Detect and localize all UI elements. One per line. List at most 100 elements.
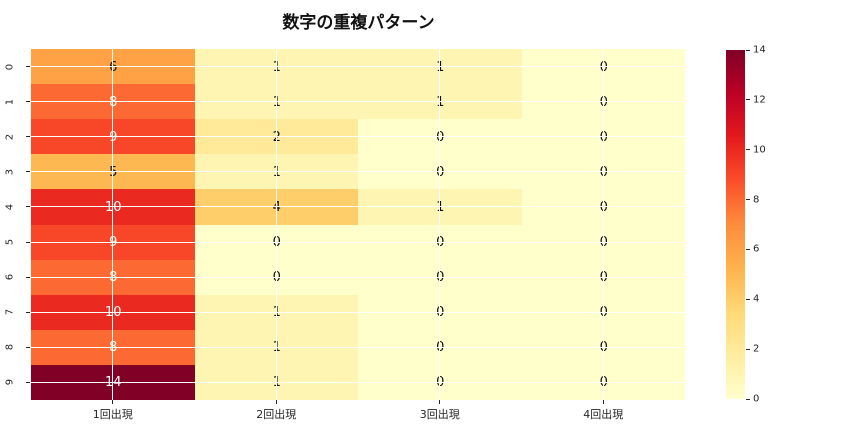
heatmap-cell: 1: [358, 49, 523, 86]
colorbar-tick-mark: [746, 298, 750, 300]
colorbar-gradient: [726, 50, 745, 399]
heatmap-cell: 1: [358, 189, 523, 226]
colorbar-tick-mark: [746, 398, 750, 400]
grid-line-h: [31, 241, 685, 243]
heatmap-cell: 0: [358, 154, 523, 191]
grid-line-h: [31, 136, 685, 138]
x-tick-mark: [439, 400, 441, 404]
y-tick-mark: [26, 171, 30, 173]
grid-line-v: [602, 49, 604, 400]
grid-line-h: [31, 101, 685, 103]
cell-value: 0: [436, 340, 445, 356]
y-tick-mark: [26, 346, 30, 348]
cell-value: 0: [599, 164, 608, 180]
y-tick-mark: [26, 241, 30, 243]
heatmap-cell: 1: [194, 84, 359, 121]
cell-value: 0: [599, 199, 608, 215]
heatmap-cell: 1: [358, 84, 523, 121]
cell-value: 1: [272, 340, 281, 356]
y-tick-label: 4: [4, 203, 16, 211]
grid-line-h: [31, 276, 685, 278]
cell-value: 0: [436, 270, 445, 286]
heatmap-cell: 1: [194, 49, 359, 86]
y-tick-label: 1: [4, 98, 16, 105]
heatmap-plot: 6110811092005100104109000800010100810014…: [31, 49, 685, 400]
colorbar-tick-mark: [746, 199, 750, 201]
heatmap-cell: 4: [194, 189, 359, 226]
cell-value: 6: [109, 59, 118, 75]
colorbar-tick-label: 10: [753, 144, 766, 156]
heatmap-cell: 0: [358, 259, 523, 296]
heatmap-cell: 8: [31, 259, 196, 296]
grid-line-h: [31, 346, 685, 348]
y-tick-label: 7: [4, 309, 16, 316]
cell-value: 0: [436, 164, 445, 180]
grid-line-v: [112, 49, 114, 400]
heatmap-cell: 8: [31, 329, 196, 366]
cell-value: 8: [109, 270, 118, 286]
y-tick-label: 2: [4, 133, 16, 140]
cell-value: 0: [599, 340, 608, 356]
cell-value: 1: [436, 59, 445, 75]
x-tick-label: 3回出現: [419, 408, 460, 421]
y-tick-mark: [26, 381, 30, 383]
colorbar-tick-mark: [746, 49, 750, 51]
cell-value: 0: [599, 94, 608, 110]
heatmap-cell: 0: [194, 259, 359, 296]
x-tick-mark: [602, 400, 604, 404]
heatmap-cell: 10: [31, 189, 196, 226]
cell-value: 0: [599, 375, 608, 391]
cell-value: 1: [436, 199, 445, 215]
y-tick-mark: [26, 311, 30, 313]
cell-value: 4: [272, 199, 281, 215]
colorbar-tick-label: 12: [753, 94, 766, 106]
grid-line-h: [31, 206, 685, 208]
cell-value: 10: [31, 189, 196, 225]
y-tick-label: 3: [4, 168, 16, 176]
colorbar-tick-label: 14: [753, 44, 766, 56]
y-tick-mark: [26, 101, 30, 103]
y-tick-mark: [26, 206, 30, 208]
colorbar-tick-label: 0: [753, 393, 760, 405]
cell-value: 8: [109, 94, 118, 110]
y-tick-label: 9: [4, 379, 16, 386]
grid-line-h: [31, 311, 685, 313]
x-tick-label: 4回出現: [583, 408, 624, 421]
cell-value: 1: [436, 94, 445, 110]
cell-value: 1: [272, 375, 281, 391]
cell-value: 1: [272, 59, 281, 75]
cell-value: 0: [599, 59, 608, 75]
y-tick-label: 6: [4, 273, 16, 281]
cell-value: 0: [436, 375, 445, 391]
cell-value: 0: [436, 235, 445, 251]
cell-value: 0: [599, 270, 608, 286]
colorbar-tick-label: 8: [753, 194, 760, 206]
heatmap-cell: 8: [31, 84, 196, 121]
heatmap-cell: 0: [358, 224, 523, 261]
y-tick-mark: [26, 136, 30, 138]
chart-title: 数字の重複パターン: [282, 13, 435, 33]
cell-value: 9: [109, 235, 118, 251]
colorbar-tick-label: 4: [753, 293, 760, 305]
cell-value: 5: [109, 164, 118, 180]
x-tick-label: 1回出現: [92, 408, 133, 421]
heatmap-cell: 1: [194, 329, 359, 366]
heatmap-cell: 5: [31, 154, 196, 191]
grid-line-v: [275, 49, 277, 400]
cell-value: 0: [599, 235, 608, 251]
x-tick-mark: [275, 400, 277, 404]
cell-value: 1: [272, 94, 281, 110]
colorbar-tick-mark: [746, 348, 750, 350]
colorbar-tick-mark: [746, 248, 750, 250]
grid-line-h: [31, 381, 685, 383]
colorbar-tick-mark: [746, 99, 750, 101]
grid-line-h: [31, 66, 685, 68]
y-tick-mark: [26, 276, 30, 278]
y-tick-label: 5: [4, 238, 16, 246]
colorbar-tick-mark: [746, 149, 750, 151]
heatmap-cell: 1: [194, 154, 359, 191]
grid-line-v: [439, 49, 441, 400]
y-tick-mark: [26, 66, 30, 68]
heatmap-cell: 9: [31, 224, 196, 261]
